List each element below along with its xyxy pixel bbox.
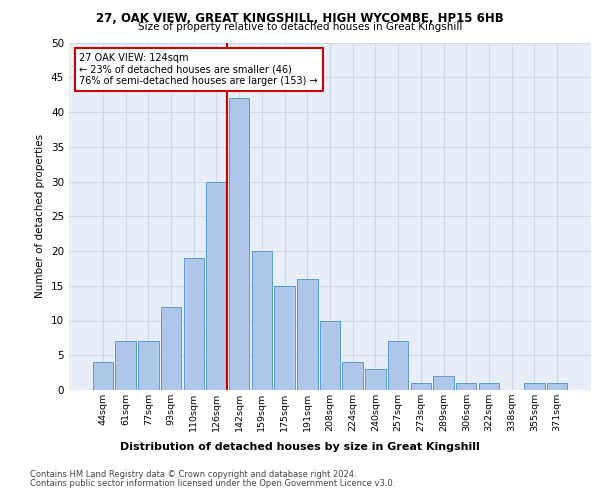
Text: Contains public sector information licensed under the Open Government Licence v3: Contains public sector information licen…: [30, 478, 395, 488]
Bar: [479, 383, 499, 390]
Bar: [433, 376, 454, 390]
Text: Distribution of detached houses by size in Great Kingshill: Distribution of detached houses by size …: [120, 442, 480, 452]
Bar: [410, 383, 431, 390]
Bar: [138, 342, 158, 390]
Bar: [365, 369, 386, 390]
Bar: [524, 383, 545, 390]
Bar: [297, 279, 317, 390]
Bar: [343, 362, 363, 390]
Bar: [161, 306, 181, 390]
Bar: [115, 342, 136, 390]
Text: Contains HM Land Registry data © Crown copyright and database right 2024.: Contains HM Land Registry data © Crown c…: [30, 470, 356, 479]
Text: 27 OAK VIEW: 124sqm
← 23% of detached houses are smaller (46)
76% of semi-detach: 27 OAK VIEW: 124sqm ← 23% of detached ho…: [79, 53, 318, 86]
Bar: [320, 320, 340, 390]
Bar: [251, 251, 272, 390]
Bar: [229, 98, 250, 390]
Text: 27, OAK VIEW, GREAT KINGSHILL, HIGH WYCOMBE, HP15 6HB: 27, OAK VIEW, GREAT KINGSHILL, HIGH WYCO…: [96, 12, 504, 26]
Text: Size of property relative to detached houses in Great Kingshill: Size of property relative to detached ho…: [138, 22, 462, 32]
Bar: [388, 342, 409, 390]
Bar: [206, 182, 227, 390]
Y-axis label: Number of detached properties: Number of detached properties: [35, 134, 46, 298]
Bar: [93, 362, 113, 390]
Bar: [274, 286, 295, 390]
Bar: [184, 258, 204, 390]
Bar: [456, 383, 476, 390]
Bar: [547, 383, 567, 390]
